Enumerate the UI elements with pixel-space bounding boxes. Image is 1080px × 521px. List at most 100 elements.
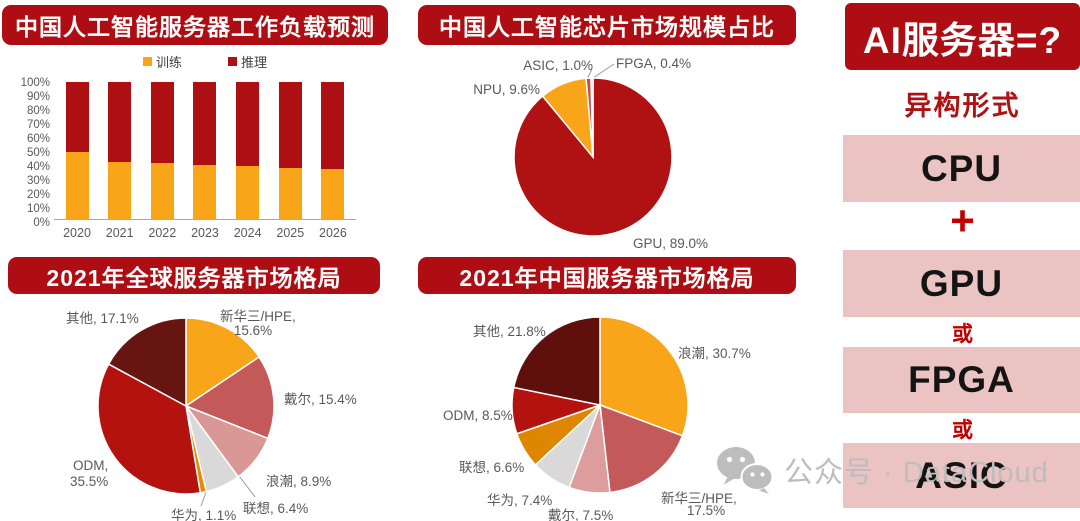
legend-item-推理: 推理 [228,52,267,71]
global-label-inspur: 浪潮, 8.9% [266,474,332,489]
global-label-h3c-line1: 新华三/HPE, [220,309,296,324]
bar-segment-训练 [321,168,345,220]
x-tick-label: 2023 [191,226,219,240]
stacked-bar [108,82,132,220]
global-server-pie-chart [97,317,275,507]
y-tick-label: 20% [26,189,50,201]
bar-column-2021 [99,82,141,220]
ai-server-header: AI服务器=? [845,3,1080,70]
bar-column-2022 [141,82,183,220]
x-tick-label: 2024 [233,226,262,240]
pie-slice-其他 [107,317,187,408]
bar-column-2023 [184,82,226,220]
legend-label: 训练 [155,55,182,70]
x-tick-label: 2026 [319,226,347,240]
chip-pie-chart [513,63,673,237]
stacked-bar [236,82,260,220]
china-label-other: 其他, 21.8% [473,324,546,339]
stacked-bar [150,82,174,220]
cpu-box: CPU [843,135,1080,202]
pie-slice-戴尔 [184,355,275,440]
bar-segment-训练 [65,152,89,220]
china-label-odm: ODM, 8.5% [443,408,513,423]
legend-swatch [228,57,237,66]
global-label-odm-line2: 35.5% [70,474,109,489]
bar-segment-推理 [236,82,260,167]
china-label-huawei: 华为, 7.4% [487,493,553,508]
fpga-box: FPGA [843,347,1080,413]
y-tick-label: 40% [26,161,50,173]
stacked-bar [193,82,217,220]
bar-segment-训练 [236,166,260,220]
y-tick-label: 100% [20,77,50,89]
china-label-h3c-line2: 17.5% [686,503,726,518]
chip-label-fpga: FPGA, 0.4% [616,56,692,71]
global-label-dell: 戴尔, 15.4% [284,392,357,407]
heterogeneous-form-subtitle: 异构形式 [904,91,1021,121]
china-server-chart-title: 2021年中国服务器市场格局 [418,257,796,294]
y-tick-label: 90% [26,91,50,103]
x-tick-label: 2020 [63,226,91,240]
china-label-dell: 戴尔, 7.5% [548,508,614,521]
bar-segment-推理 [150,82,174,164]
fpga-label: FPGA [908,359,1015,400]
bar-column-2020 [56,82,98,220]
gpu-label: GPU [919,262,1004,304]
y-tick-label: 60% [26,133,50,145]
bar-chart-x-axis: 2020 2021 2022 2023 2024 2025 2026 [56,226,354,240]
bar-chart-y-axis: 100% 90% 80% 70% 60% 50% 40% 30% 20% 10% 0% [6,76,50,229]
global-server-chart-title: 2021年全球服务器市场格局 [8,257,380,294]
wechat-icon [717,447,774,494]
bar-segment-训练 [278,167,302,220]
bar-segment-推理 [278,82,302,168]
asic-box: ASIC [843,443,1080,508]
chip-label-npu: NPU, 9.6% [473,82,540,97]
x-tick-label: 2025 [276,226,305,240]
x-tick-label: 2022 [148,226,177,240]
bar-segment-训练 [193,164,217,220]
stacked-bar [278,82,302,220]
bar-segment-推理 [108,82,132,163]
bar-segment-训练 [108,162,132,220]
bar-segment-推理 [193,82,217,165]
chip-label-asic: ASIC, 1.0% [523,58,593,73]
bar-column-2025 [269,82,311,220]
y-tick-label: 30% [26,175,50,187]
asic-label: ASIC [915,454,1008,496]
global-label-other: 其他, 17.1% [66,311,139,326]
china-label-lenovo: 联想, 6.6% [459,460,525,475]
legend-swatch [142,57,152,66]
bar-chart-plot [56,82,354,220]
stacked-bar [65,82,89,220]
workload-chart-title: 中国人工智能服务器工作负载预测 [2,5,388,45]
bar-chart-legend: 训练 推理 [55,52,355,71]
watermark-text: 公众号 · DataCloud [784,457,1049,489]
china-label-inspur: 浪潮, 30.7% [678,346,751,361]
global-label-h3c-line2: 15.6% [233,323,273,338]
y-tick-label: 70% [26,119,50,131]
china-label-h3c-line1: 新华三/HPE, [661,491,737,506]
chip-label-gpu: GPU, 89.0% [633,236,709,251]
y-tick-label: 50% [26,147,50,159]
pie-slice-其他 [512,316,601,406]
bar-segment-推理 [321,82,345,169]
chip-chart-title: 中国人工智能芯片市场规模占比 [418,5,796,45]
watermark: 公众号 · DataCloud [716,446,1049,494]
x-tick-label: 2021 [105,226,134,240]
pie-slice-ODM [97,363,202,495]
legend-item-训练: 训练 [142,52,182,71]
bar-segment-训练 [150,163,174,220]
gpu-box: GPU [843,250,1080,317]
pie-slice-FPGA [590,77,594,158]
cpu-label: CPU [920,147,1003,189]
pie-slice-新华三/HPE [599,403,684,494]
or-text-1: 或 [952,323,973,346]
china-server-pie-chart [511,316,689,494]
pie-slice-浪潮 [599,316,689,437]
pie-slice-新华三/HPE [185,317,261,408]
stacked-bar [321,82,345,220]
plus-sign: + [950,197,975,244]
global-label-huawei: 华为, 1.1% [171,508,237,521]
bar-segment-推理 [65,82,89,153]
